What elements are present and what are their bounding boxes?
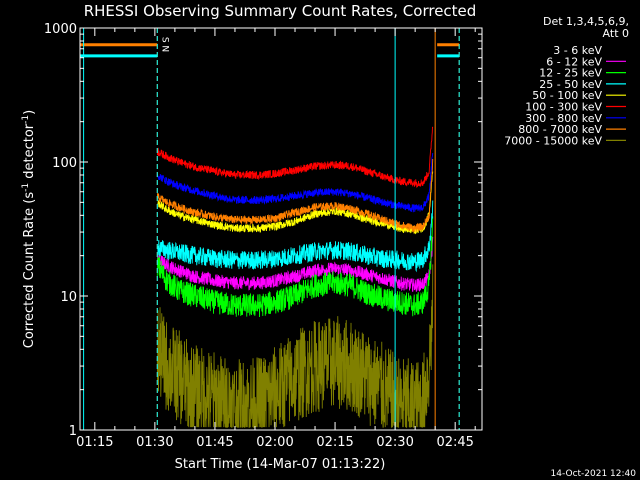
legend-entry-label: 800 - 7000 keV bbox=[518, 123, 602, 136]
flag-letter: N bbox=[159, 45, 169, 52]
legend-entry-label: 12 - 25 keV bbox=[539, 67, 602, 80]
x-tick-label: 02:15 bbox=[316, 435, 353, 450]
series-line bbox=[156, 216, 434, 318]
legend-entry-label: 25 - 50 keV bbox=[539, 78, 602, 91]
flag-letter: S bbox=[159, 37, 169, 43]
legend-entry-label: 50 - 100 keV bbox=[532, 89, 602, 102]
legend-entry-label: 6 - 12 keV bbox=[546, 55, 602, 68]
y-tick-label: 1 bbox=[69, 424, 77, 439]
x-tick-label: 02:30 bbox=[376, 435, 413, 450]
legend-entry-label: 300 - 800 keV bbox=[525, 112, 602, 125]
legend-entry-label: 7000 - 15000 keV bbox=[504, 134, 602, 147]
legend-entry-label: 3 - 6 keV bbox=[553, 44, 602, 57]
series-layer bbox=[156, 126, 434, 429]
series-line bbox=[156, 200, 434, 273]
x-tick-label: 02:45 bbox=[436, 435, 473, 450]
series-line bbox=[156, 257, 434, 379]
legend-header-line-2: Att 0 bbox=[603, 27, 629, 40]
x-tick-label: 01:45 bbox=[196, 435, 233, 450]
chart-title: RHESSI Observing Summary Count Rates, Co… bbox=[84, 2, 477, 20]
y-tick-label: 10 bbox=[60, 290, 77, 305]
series-line bbox=[156, 159, 434, 234]
marker-layer: SN bbox=[80, 28, 460, 430]
y-tick-label: 1000 bbox=[44, 22, 77, 37]
axis-layer: 01:15 01:30 01:45 02:00 02:15 02:30 02:45 1 10 10… bbox=[44, 22, 482, 450]
x-axis-label: Start Time (14-Mar-07 01:13:22) bbox=[175, 457, 386, 472]
footer-timestamp: 14-Oct-2021 12:40 bbox=[551, 469, 637, 479]
plot-area: SN 01:15 01:30 01:45 02:00 02:15 02:30 02:45 1 1… bbox=[44, 22, 483, 450]
plot-frame bbox=[79, 27, 483, 431]
x-tick-label: 01:30 bbox=[136, 435, 173, 450]
y-tick-label: 100 bbox=[52, 156, 77, 171]
series-line bbox=[156, 126, 434, 189]
legend-entry-label: 100 - 300 keV bbox=[525, 101, 602, 114]
y-axis-label: Corrected Count Rate (s-1 detector-1) bbox=[21, 110, 37, 348]
x-tick-label: 02:00 bbox=[256, 435, 293, 450]
x-tick-label: 01:15 bbox=[76, 435, 113, 450]
series-line bbox=[156, 236, 434, 292]
series-line bbox=[156, 153, 434, 213]
legend-header-line-1: Det 1,3,4,5,6,9, bbox=[543, 15, 629, 28]
series-line bbox=[156, 264, 434, 429]
